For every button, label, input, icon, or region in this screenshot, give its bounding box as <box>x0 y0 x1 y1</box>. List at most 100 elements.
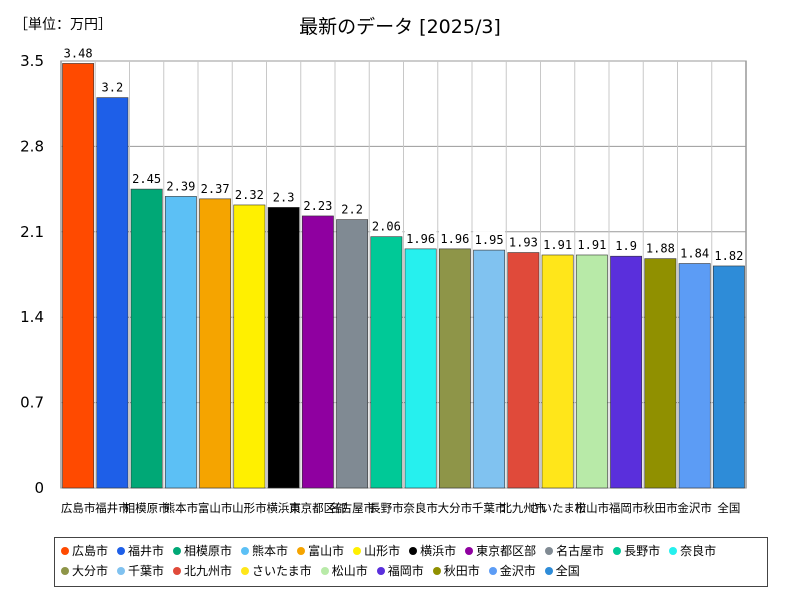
legend-marker <box>117 567 126 575</box>
value-label: 1.84 <box>680 247 709 261</box>
legend-item: 富山市 <box>297 541 344 561</box>
legend-label: 福井市 <box>128 544 165 558</box>
y-tick-label: 2.8 <box>20 137 44 155</box>
value-label: 2.3 <box>273 190 295 204</box>
value-label: 2.23 <box>303 199 332 213</box>
bar <box>233 204 266 489</box>
value-label: 1.93 <box>509 236 538 250</box>
category-label: 金沢市 <box>677 501 712 515</box>
legend-item: 長野市 <box>613 541 660 561</box>
legend-marker <box>61 547 69 555</box>
bar <box>336 219 369 489</box>
legend-marker <box>669 547 678 555</box>
value-label-bg <box>575 235 608 252</box>
value-label: 1.9 <box>615 239 637 253</box>
value-label-bg <box>404 229 437 246</box>
legend-item: 横浜市 <box>409 541 456 561</box>
category-label: 大分市 <box>438 501 473 515</box>
legend-item: 大分市 <box>61 561 108 581</box>
bar <box>96 97 129 489</box>
bar <box>199 198 232 489</box>
category-label: 富山市 <box>198 501 233 515</box>
legend-label: 熊本市 <box>252 544 289 558</box>
value-label: 3.48 <box>64 46 93 60</box>
legend-marker <box>117 547 126 555</box>
legend-label: 千葉市 <box>128 564 165 578</box>
value-label-bg <box>339 200 365 217</box>
chart-title: 最新のデータ [2025/3] <box>299 16 501 38</box>
legend-marker <box>432 567 441 575</box>
value-label-bg <box>644 239 677 256</box>
legend-label: 広島市 <box>72 544 109 558</box>
bar <box>301 215 334 489</box>
value-label: 2.2 <box>341 203 363 217</box>
legend-item: 熊本市 <box>241 541 288 561</box>
legend-item: 奈良市 <box>669 541 716 561</box>
value-label: 2.32 <box>235 188 264 202</box>
legend-label: 相模原市 <box>184 544 233 558</box>
y-tick-label: 0 <box>34 479 44 497</box>
legend-item: 松山市 <box>320 561 368 581</box>
category-label: 福岡市 <box>609 501 644 515</box>
bar <box>610 255 643 489</box>
legend-item: 福井市 <box>117 541 164 561</box>
bar <box>370 236 403 489</box>
legend-marker <box>353 547 362 555</box>
legend-label: 秋田市 <box>443 564 480 578</box>
bar <box>438 248 471 489</box>
legend: 広島市 福井市 相模原市 熊本市 富山市 山形市 横浜市 東京都区部 名古屋市 長野市 奈良市 大分市… <box>54 537 768 587</box>
legend-marker <box>409 547 418 555</box>
value-label-bg <box>678 244 711 261</box>
value-label: 1.82 <box>714 249 743 263</box>
legend-label: 東京都区部 <box>476 544 537 558</box>
legend-label: 大分市 <box>72 564 109 578</box>
category-label: 長野市 <box>369 501 404 515</box>
value-label-bg <box>271 188 297 205</box>
bar <box>575 254 608 489</box>
unit-label: ［単位：万円］ <box>14 17 112 33</box>
category-label: 東京都区部 <box>289 501 347 515</box>
legend-item: さいたま市 <box>241 561 312 581</box>
y-tick-label: 0.7 <box>20 394 44 412</box>
legend-label: 横浜市 <box>420 544 457 558</box>
value-label: 1.96 <box>406 232 435 246</box>
legend-item: 相模原市 <box>173 541 232 561</box>
value-label: 1.88 <box>646 242 675 256</box>
legend-label: 金沢市 <box>499 564 536 578</box>
value-label-bg <box>541 235 574 252</box>
legend-marker <box>173 547 182 555</box>
legend-item: 千葉市 <box>117 561 164 581</box>
legend-marker <box>488 567 497 575</box>
bar-chart: 0 0.7 1.4 2.1 2.8 3.5 3.48 広島市 3.2 福井市 2.45 相模原市 2.3… <box>20 44 747 515</box>
legend-label: さいたま市 <box>252 564 312 578</box>
category-label: 千葉市 <box>472 501 507 515</box>
category-label: 名古屋市 <box>329 501 375 515</box>
legend-label: 長野市 <box>624 544 661 558</box>
category-label: 横浜市 <box>266 501 301 515</box>
value-label-bg <box>507 233 540 250</box>
category-label: 熊本市 <box>164 501 199 515</box>
value-label: 3.2 <box>102 81 124 95</box>
value-label-bg <box>62 44 95 61</box>
legend-marker <box>544 567 553 575</box>
value-label: 2.39 <box>166 179 195 193</box>
y-tick-label: 2.1 <box>20 223 44 241</box>
value-label: 2.45 <box>132 172 161 186</box>
legend-label: 富山市 <box>308 544 345 558</box>
legend-item: 広島市 <box>61 541 108 561</box>
legend-label: 福岡市 <box>387 564 424 578</box>
category-label: 福井市 <box>95 501 130 515</box>
bar <box>644 258 677 489</box>
value-label-bg <box>613 237 639 254</box>
bar <box>404 248 437 489</box>
legend-item: 福岡市 <box>376 561 424 581</box>
legend-marker <box>61 567 69 575</box>
value-label-bg <box>712 246 745 263</box>
legend-marker <box>241 567 250 575</box>
legend-label: 奈良市 <box>680 544 717 558</box>
value-label-bg <box>99 78 125 95</box>
legend-marker <box>320 567 329 575</box>
value-label-bg <box>199 179 232 196</box>
legend-marker <box>297 547 306 555</box>
legend-label: 松山市 <box>331 564 368 578</box>
